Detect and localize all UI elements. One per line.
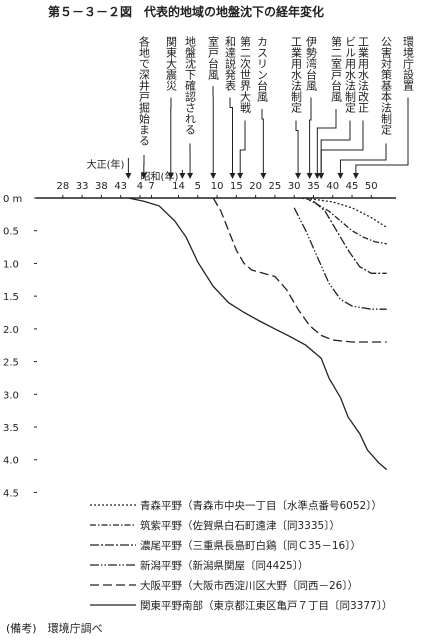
x-tick-label: 5: [195, 181, 201, 192]
legend-label: 濃尾平野（三重県長島町白鶏〔同Ｃ35－16〕）: [140, 539, 361, 552]
y-tick-label: 3.5: [3, 423, 19, 434]
y-tick-label: 0.5: [3, 227, 19, 238]
legend-label: 青森平野（青森市中央一丁目〔水準点番号6052〕）: [140, 499, 382, 512]
x-tick-label: 43: [114, 181, 127, 192]
chart-title: 第５－３－２図 代表的地域の地盤沈下の経年変化: [48, 4, 324, 19]
era-label: 昭和(年): [141, 170, 179, 183]
annotation: 第二次世界大戦: [239, 35, 252, 114]
legend-label: 新潟平野（新潟県関屋〔同4425〕）: [140, 559, 308, 572]
annotation: カスリン台風: [256, 36, 269, 103]
x-tick-label: 33: [76, 181, 89, 192]
y-tick-label: 2.0: [3, 325, 19, 336]
annotation: 各地で深井戸掘始まる: [138, 35, 151, 146]
era-label: 大正(年): [87, 158, 125, 171]
legend-label: 関東平野南部（東京都江東区亀戸７丁目〔同3377〕）: [140, 599, 392, 612]
x-tick-label: 7: [148, 181, 154, 192]
legend-label: 筑紫平野（佐賀県白石町遠津〔同3335〕）: [140, 519, 340, 532]
x-tick-label: 4: [137, 181, 143, 192]
annotation: 第二室戸台風: [330, 35, 343, 103]
annotation-arrow: [229, 97, 236, 179]
legend-label: 大阪平野（大阪市西淀川区大野〔同西－26〕）: [140, 579, 358, 592]
y-tick-label: 4.5: [3, 488, 19, 499]
y-tick-label: 4.0: [3, 456, 19, 467]
annotation: 地盤沈下確認される: [184, 36, 197, 135]
y-tick-label: 3.0: [3, 390, 19, 401]
x-tick-label: 10: [211, 181, 224, 192]
y-tick-label: 1.0: [3, 259, 19, 270]
series-line: [212, 197, 387, 343]
source-note: (備考) 環境庁調べ: [6, 621, 103, 635]
annotation-arrow: [260, 109, 267, 179]
annotation-arrow: [237, 120, 246, 179]
x-tick-label: 35: [307, 181, 320, 192]
annotation: ビル用水法制定: [344, 36, 357, 114]
x-tick-label: 40: [326, 181, 339, 192]
y-tick-label: 0 m: [3, 194, 22, 205]
annotation-arrow: [314, 109, 337, 179]
annotation-arrow: [295, 120, 302, 179]
annotation: 和達説発表: [224, 36, 237, 92]
x-tick-label: 38: [95, 181, 108, 192]
annotation-arrow: [352, 97, 409, 179]
x-tick-label: 45: [346, 181, 359, 192]
annotation-arrow: [337, 143, 387, 179]
annotation: 伊勢湾台風: [305, 36, 318, 92]
annotation: 室戸台風: [207, 35, 220, 81]
annotation: 関東大震災: [165, 36, 178, 91]
x-tick-label: 20: [249, 181, 262, 192]
annotation: 環境庁設置: [402, 36, 415, 91]
x-tick-label: 25: [269, 181, 282, 192]
x-tick-label: 50: [365, 181, 378, 192]
annotation-arrow: [318, 120, 351, 179]
annotation-arrow: [306, 97, 313, 179]
y-tick-label: 2.5: [3, 358, 19, 369]
series-line: [297, 197, 388, 228]
series-line: [128, 197, 388, 471]
annotation: 工業用水法制定: [290, 36, 303, 114]
annotation: 工業用水法改正: [357, 36, 370, 113]
x-tick-label: 14: [172, 181, 185, 192]
series-line: [313, 200, 387, 274]
annotation: 公害対策基本法制定: [380, 36, 393, 136]
annotation-arrow: [318, 120, 364, 179]
x-tick-label: 30: [288, 181, 301, 192]
x-tick-label: 15: [230, 181, 243, 192]
x-tick-label: 28: [56, 181, 69, 192]
series-line: [293, 207, 387, 310]
y-tick-label: 1.5: [3, 292, 19, 303]
